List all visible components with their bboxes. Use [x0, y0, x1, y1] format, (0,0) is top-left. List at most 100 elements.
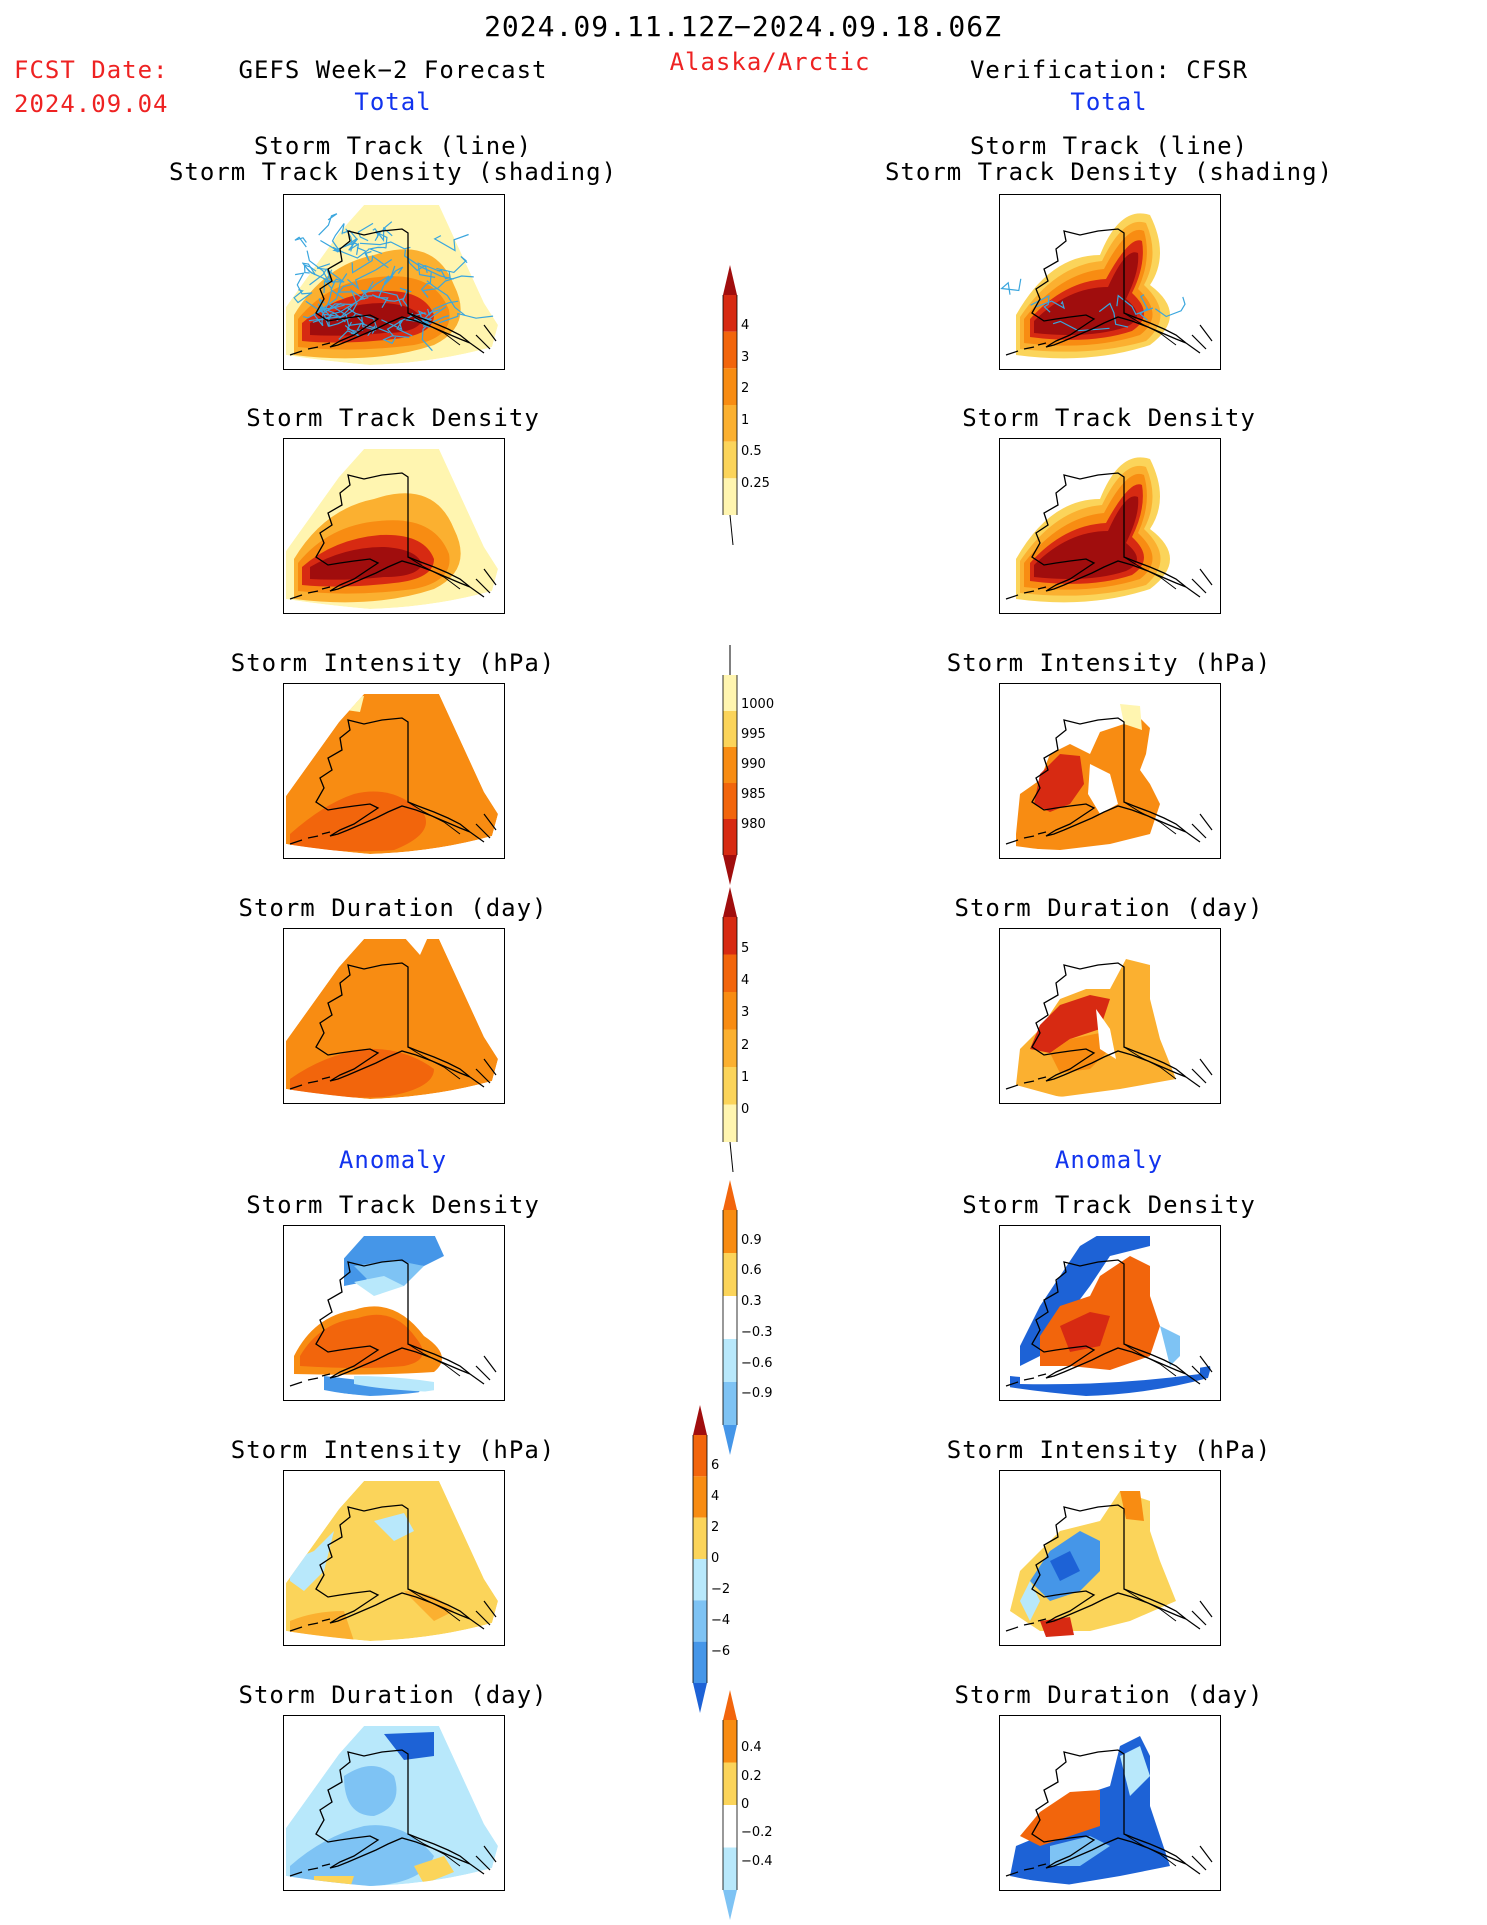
colorbar-tail-bottom: [729, 514, 734, 546]
storm-track-line: [427, 300, 459, 316]
alaska-coastline: [315, 1749, 471, 1869]
island-coast: [321, 831, 331, 835]
island-coast: [483, 813, 497, 831]
island-coast: [469, 1076, 485, 1088]
panel-title-track-density-shading-left: Storm Track Density (shading): [168, 158, 618, 186]
colorbar-tick-label: 0.5: [741, 444, 762, 460]
colorbar-tick-label: 3: [741, 349, 750, 365]
colorbar-box: [723, 1339, 737, 1382]
storm-track-line: [308, 302, 358, 322]
left-total-label: Total: [354, 88, 432, 116]
map-right-total-duration: [1005, 959, 1213, 1097]
storm-track-lines: [1000, 278, 1186, 332]
colorbar-box: [723, 1253, 737, 1296]
alaska-coastline: [1031, 1504, 1187, 1624]
colorbar-arrow-bottom: [723, 1890, 737, 1920]
colorbar-tick-label: −0.9: [741, 1386, 773, 1402]
island-coast: [469, 831, 485, 843]
map-panel-left-anom-intensity: [283, 1470, 505, 1646]
colorbar-arrow-bottom: [723, 1425, 737, 1455]
colorbar-box: [723, 1847, 737, 1890]
colorbar-tick-label: 985: [741, 787, 766, 802]
colorbar-tick-label: 4: [741, 318, 750, 334]
right-anomaly-label: Anomaly: [1054, 1146, 1164, 1174]
shading-region: [1020, 1790, 1100, 1846]
shading-region: [1050, 1033, 1110, 1073]
shading-region: [1088, 764, 1118, 814]
map-left-total-duration: [286, 939, 498, 1099]
map-panel-left-total-density: [283, 438, 505, 614]
alaska-coastline: [1031, 228, 1187, 348]
island-coast: [1191, 1068, 1207, 1084]
canada-border: [1123, 233, 1177, 346]
island-coast: [1005, 1871, 1019, 1877]
island-coast: [469, 1373, 485, 1385]
shading-group: [1016, 959, 1176, 1097]
colorbar-box: [723, 1029, 737, 1067]
region-title: Alaska/Arctic: [669, 48, 871, 76]
shading-region: [310, 303, 422, 336]
shading-region: [1040, 1256, 1160, 1370]
island-coast: [307, 1867, 319, 1871]
shading-region: [1120, 704, 1142, 730]
island-coast: [1185, 1373, 1201, 1385]
colorbar-density-total: 4 3 2 1 0.5 0.25: [722, 265, 793, 546]
island-coast: [483, 1600, 497, 1618]
storm-track-line: [313, 313, 342, 327]
storm-track-line: [1139, 294, 1149, 321]
island-coast: [1185, 342, 1201, 354]
map-left-anom-duration: [286, 1726, 498, 1886]
island-coast: [1005, 1084, 1019, 1090]
storm-track-line: [1035, 300, 1065, 310]
shading-region: [404, 1591, 454, 1621]
shading-region: [1034, 252, 1139, 335]
shading-region: [1060, 1312, 1110, 1352]
shading-group: [1010, 1491, 1176, 1637]
canada-border: [1123, 477, 1177, 590]
island-coast: [1005, 839, 1019, 845]
island-coast: [1199, 568, 1213, 586]
colorbar-box: [723, 917, 737, 955]
colorbar-frame: [722, 917, 738, 1142]
colorbar-density_anom: [722, 1180, 738, 1455]
storm-track-line: [318, 213, 338, 236]
colorbar-tick-label: 5: [741, 941, 750, 957]
island-coast: [1005, 594, 1019, 600]
storm-track-line: [407, 257, 441, 273]
colorbar-tick-label: 4: [741, 973, 750, 989]
colorbar-box: [723, 295, 737, 332]
storm-track-line: [420, 272, 432, 298]
storm-track-line: [381, 312, 426, 331]
panel-title-track-line-left: Storm Track (line): [253, 132, 533, 160]
alaska-coastline: [315, 717, 471, 837]
colorbar-tick-label: 0.25: [741, 475, 770, 491]
map-right-total-density: [1005, 457, 1213, 603]
storm-track-line: [1030, 294, 1051, 313]
storm-track-line: [293, 289, 313, 304]
storm-track-line: [1000, 278, 1022, 295]
island-coast: [1023, 1867, 1035, 1871]
colorbar-box: [693, 1600, 707, 1642]
colorbar-box: [723, 783, 737, 819]
storm-track-line: [414, 318, 433, 352]
colorbar-box: [723, 368, 737, 405]
shading-region: [354, 1376, 434, 1392]
island-coast: [1191, 1610, 1207, 1626]
canada-border: [407, 233, 461, 346]
storm-track-line: [357, 222, 374, 242]
panel-title-duration-right: Storm Duration (day): [954, 894, 1264, 922]
storm-track-line: [382, 335, 410, 345]
island-coast: [289, 350, 303, 356]
island-coast: [1199, 1058, 1213, 1076]
island-coast: [1023, 346, 1035, 350]
map-panel-left-total-duration: [283, 928, 505, 1104]
colorbar-box: [723, 441, 737, 479]
map-panel-right-anom-intensity: [999, 1470, 1221, 1646]
colorbar-duration-anom: 0.4 0.2 0 −0.2 −0.4: [722, 1690, 803, 1920]
colorbar-box: [723, 478, 737, 515]
colorbar-arrow-top: [723, 265, 737, 295]
shading-region: [314, 1876, 354, 1886]
colorbar-tick-label: 2: [741, 1037, 750, 1053]
island-coast: [289, 839, 303, 845]
alaska-coastline: [315, 228, 471, 348]
